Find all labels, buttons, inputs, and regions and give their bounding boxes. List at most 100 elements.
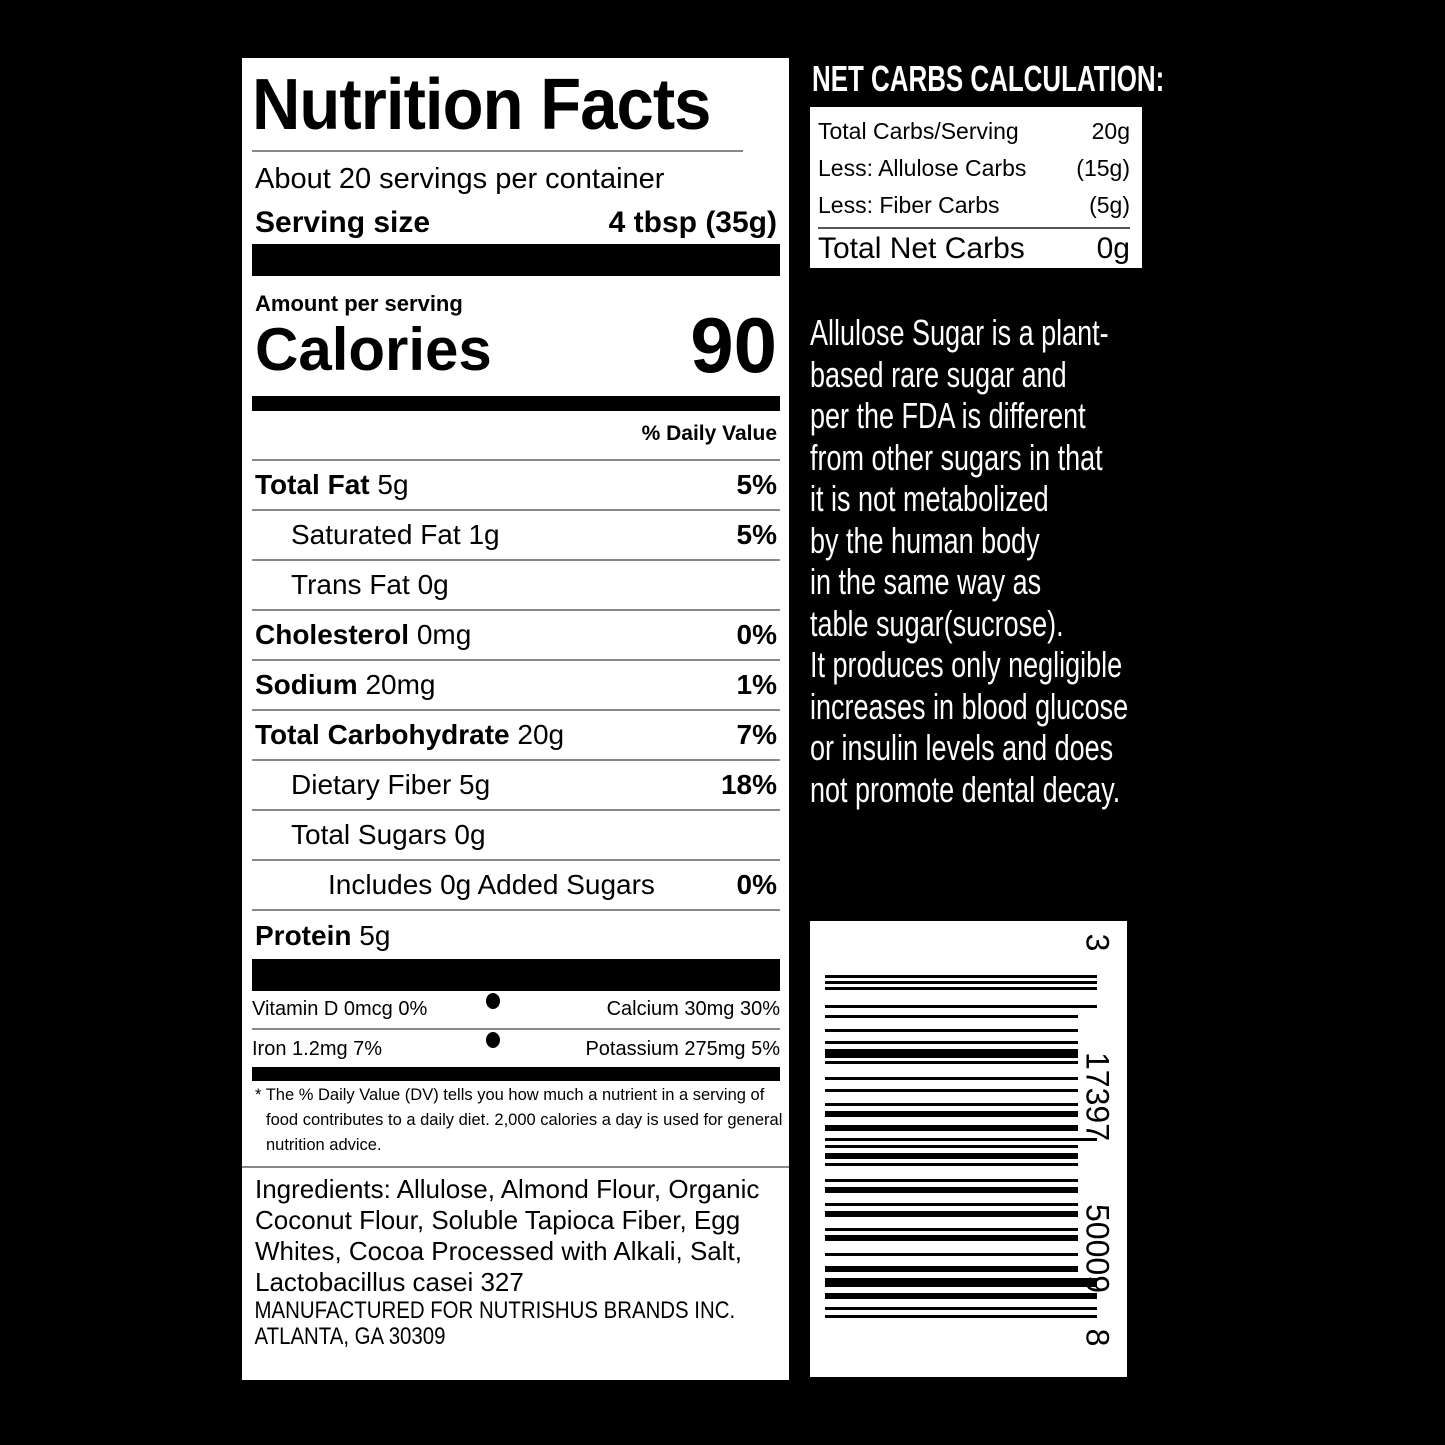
barcode-bar — [825, 1278, 1097, 1287]
nutrient-name: Dietary Fiber — [291, 769, 452, 800]
net-carbs-row: Less: Allulose Carbs (15g) — [818, 150, 1130, 187]
barcode-bar — [825, 1315, 1097, 1318]
vitamin-rows: Vitamin D 0mcg 0% Calcium 30mg 30% Iron 1.… — [252, 991, 780, 1069]
amount-per-serving: Amount per serving — [255, 291, 463, 316]
description-line: from other sugars in that — [810, 436, 1103, 478]
nutrient-name: Total Sugars — [291, 819, 447, 850]
bullet-icon — [486, 993, 500, 1009]
description-line: by the human body — [810, 519, 1040, 561]
nutrient-row: Protein 5g — [252, 911, 780, 961]
vitamin-left: Iron 1.2mg 7% — [252, 1038, 383, 1060]
nutrient-rows: Total Fat 5g 5% Saturated Fat 1g 5% Trans Fa… — [252, 461, 780, 961]
nutrient-amount: 0g — [417, 569, 449, 600]
nutrient-name: Includes 0g Added Sugars — [328, 869, 655, 900]
nutrient-name: Total Fat — [255, 469, 370, 500]
daily-value-header: % Daily Value — [252, 411, 780, 461]
calories-label: Calories — [255, 316, 492, 383]
nutrient-row: Saturated Fat 1g 5% — [252, 511, 780, 561]
nutrient-name-amount: Total Sugars 0g — [291, 819, 486, 851]
nutrient-name: Total Carbohydrate — [255, 719, 510, 750]
nutrient-name-amount: Includes 0g Added Sugars — [328, 869, 655, 901]
serving-size: Serving size 4 tbsp (35g) — [252, 206, 780, 244]
nutrient-name: Trans Fat — [291, 569, 410, 600]
nutrient-row: Includes 0g Added Sugars 0% — [252, 861, 780, 911]
net-carbs-row: Total Carbs/Serving 20g — [818, 113, 1130, 150]
net-carbs-row: Less: Fiber Carbs (5g) — [818, 187, 1130, 224]
barcode-bar — [825, 987, 1097, 990]
footnote: * The % Daily Value (DV) tells you how m… — [242, 1081, 789, 1168]
nutrient-name: Saturated Fat — [291, 519, 461, 550]
nutrient-daily-value: 0% — [736, 869, 777, 900]
nutrient-daily-value: 5% — [736, 469, 777, 500]
nutrient-name-amount: Saturated Fat 1g — [291, 519, 500, 551]
description-line: or insulin levels and does — [810, 727, 1114, 768]
vitamin-row: Iron 1.2mg 7% Potassium 275mg 5% — [252, 1030, 780, 1069]
servings-per-container: About 20 servings per container — [255, 163, 665, 195]
barcode-bar — [825, 1049, 1078, 1058]
nutrient-row: Total Carbohydrate 20g 7% — [252, 711, 780, 761]
barcode-digits: 17397 — [1079, 1052, 1116, 1141]
divider-medium — [252, 1067, 780, 1081]
net-carbs-total-value: 0g — [1096, 232, 1130, 265]
net-carbs-label: Total Carbs/Serving — [818, 118, 1019, 144]
nutrient-row: Dietary Fiber 5g 18% — [252, 761, 780, 811]
net-carbs-total: Total Net Carbs 0g — [818, 227, 1130, 269]
nutrient-daily-value: 5% — [736, 519, 777, 550]
nutrient-daily-value: 7% — [736, 719, 777, 750]
barcode-bar — [825, 1266, 1078, 1272]
vitamin-left: Vitamin D 0mcg 0% — [252, 998, 428, 1020]
nutrient-amount: 20mg — [365, 669, 436, 700]
manufacturer-line-2: ATLANTA, GA 30309 — [254, 1323, 446, 1350]
barcode-digits: 50009 — [1079, 1204, 1116, 1293]
nutrient-daily-value: 1% — [736, 669, 777, 700]
barcode-bar — [825, 1005, 1097, 1008]
serving-size-label: Serving size — [255, 206, 431, 239]
nutrient-name-amount: Cholesterol 0mg — [255, 619, 471, 651]
nutrient-name: Sodium — [255, 669, 358, 700]
nutrient-name-amount: Total Fat 5g — [255, 469, 409, 501]
nutrient-row: Total Sugars 0g — [252, 811, 780, 861]
nutrient-name-amount: Trans Fat 0g — [291, 569, 449, 601]
nutrient-amount: 5g — [359, 920, 391, 951]
nutrition-title: Nutrition Facts — [252, 58, 744, 152]
description-line: it is not metabolized — [810, 478, 1049, 519]
barcode-bar — [825, 981, 1097, 984]
nutrient-name: Cholesterol — [255, 619, 410, 650]
nutrient-amount: 0mg — [416, 619, 472, 650]
barcode-bar — [825, 1253, 1078, 1256]
description-line: table sugar(sucrose). — [810, 602, 1064, 644]
barcode-bar — [825, 1041, 1078, 1044]
barcode-bar — [825, 1187, 1078, 1193]
barcode-bar — [825, 1089, 1078, 1092]
barcode-bar — [825, 1103, 1078, 1106]
calories-value: 90 — [690, 301, 777, 389]
divider-medium — [252, 396, 780, 411]
barcode-bar — [825, 1307, 1097, 1310]
barcode: 3 17397 50009 8 — [810, 921, 1127, 1377]
barcode-bar — [825, 1061, 1078, 1064]
description-line: not promote dental decay. — [810, 768, 1121, 810]
description-line: based rare sugar and — [810, 353, 1067, 395]
barcode-bar — [825, 1203, 1078, 1206]
bullet-icon — [486, 1032, 500, 1048]
nutrient-amount: 1g — [468, 519, 500, 550]
barcode-bar — [825, 1163, 1078, 1166]
barcode-bar — [825, 1179, 1078, 1182]
barcode-bar — [825, 1145, 1078, 1148]
nutrient-amount: 5g — [377, 469, 409, 500]
nutrition-facts-label: Nutrition Facts About 20 servings per co… — [242, 58, 789, 1380]
nutrient-name-amount: Sodium 20mg — [255, 669, 436, 701]
allulose-description: Allulose Sugar is a plant-based rare sug… — [810, 312, 1234, 810]
vitamin-right: Potassium 275mg 5% — [585, 1038, 780, 1060]
barcode-bar — [825, 1153, 1078, 1159]
net-carbs-value: (5g) — [1089, 192, 1130, 218]
nutrient-name: Protein — [255, 920, 352, 951]
net-carbs-label: Less: Fiber Carbs — [818, 192, 1000, 218]
barcode-bar — [825, 1138, 1097, 1141]
net-carbs-heading: NET CARBS CALCULATION: — [812, 58, 1165, 99]
barcode-bar — [825, 1235, 1078, 1241]
barcode-bar — [825, 975, 1097, 978]
barcode-bar — [825, 1211, 1078, 1217]
barcode-bar — [825, 1029, 1078, 1032]
nutrient-name-amount: Dietary Fiber 5g — [291, 769, 490, 801]
